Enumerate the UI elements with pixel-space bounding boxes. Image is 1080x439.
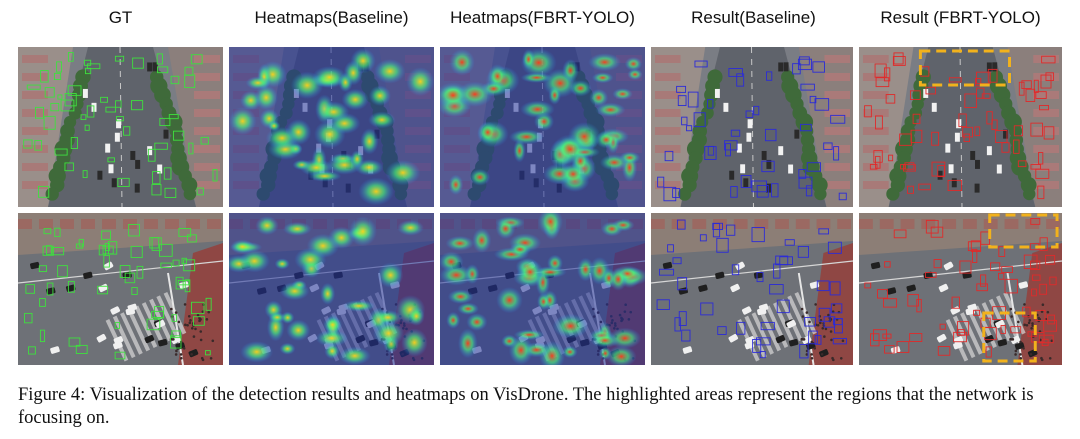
column-header-result-fbrt: Result (FBRT-YOLO) [880, 8, 1041, 27]
panel-gt-row1 [18, 47, 223, 207]
figure-caption: Figure 4: Visualization of the detection… [18, 385, 1034, 428]
panel-result-baseline-row2 [651, 213, 853, 365]
column-header-result-baseline: Result(Baseline) [691, 8, 816, 27]
panel-result-baseline-row1 [651, 47, 853, 207]
panel-heatmap-fbrt-row2 [440, 213, 645, 365]
panel-gt-row2 [18, 213, 223, 365]
column-header-heatmaps-fbrt: Heatmaps(FBRT-YOLO) [450, 8, 635, 27]
panel-result-fbrt-row1 [859, 47, 1062, 207]
column-header-gt: GT [108, 8, 133, 27]
column-header-heatmaps-baseline: Heatmaps(Baseline) [254, 8, 409, 27]
panel-heatmap-baseline-row1 [229, 47, 434, 207]
panel-heatmap-fbrt-row1 [440, 47, 645, 207]
panel-result-fbrt-row2 [859, 213, 1062, 365]
panel-heatmap-baseline-row2 [229, 213, 434, 365]
